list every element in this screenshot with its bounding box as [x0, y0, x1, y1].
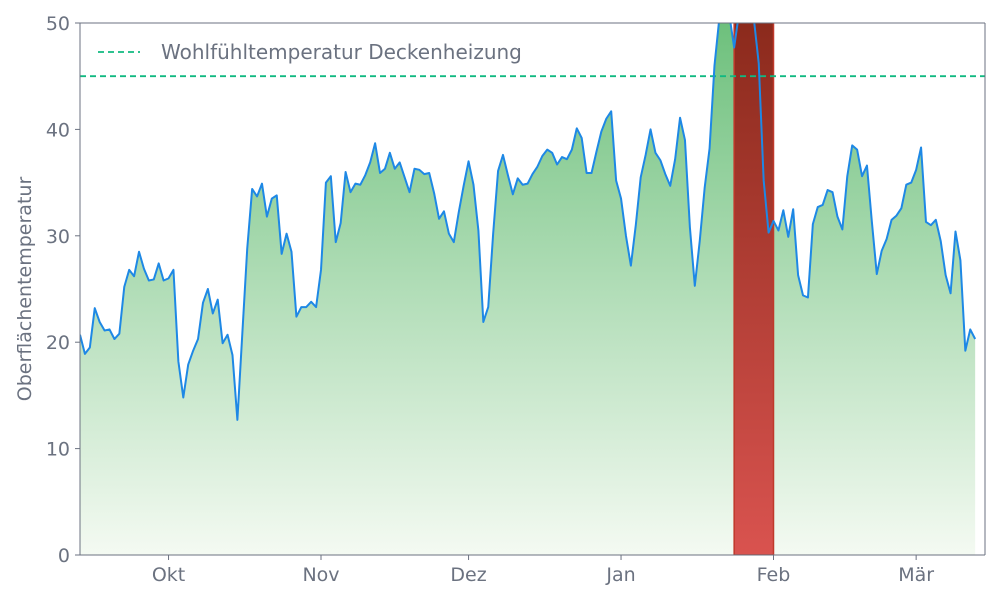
y-tick-label: 40: [46, 119, 70, 141]
x-tick-label: Mär: [898, 564, 934, 586]
x-ticks: Okt Nov Dez Jan Feb Mär: [152, 555, 934, 586]
y-tick-label: 10: [46, 439, 70, 461]
y-tick-label: 50: [46, 13, 70, 35]
temperature-line: [80, 23, 977, 421]
x-tick-label: Okt: [152, 564, 185, 586]
x-tick-label: Nov: [302, 564, 339, 586]
temperature-area-fill: [80, 23, 976, 555]
legend-label: Wohlfühltemperatur Deckenheizung: [161, 40, 522, 64]
x-tick-label: Feb: [757, 564, 791, 586]
legend: Wohlfühltemperatur Deckenheizung: [98, 40, 522, 64]
y-tick-label: 0: [58, 545, 70, 567]
y-axis-title: Oberflächentemperatur: [14, 177, 36, 402]
y-ticks: 0 10 20 30 40 50: [46, 13, 80, 567]
x-tick-label: Dez: [450, 564, 486, 586]
plot-area: [80, 23, 985, 555]
y-tick-label: 30: [46, 226, 70, 248]
highlight-band: [733, 23, 775, 555]
y-tick-label: 20: [46, 332, 70, 354]
axes: [79, 22, 986, 556]
x-tick-label: Jan: [605, 564, 635, 586]
